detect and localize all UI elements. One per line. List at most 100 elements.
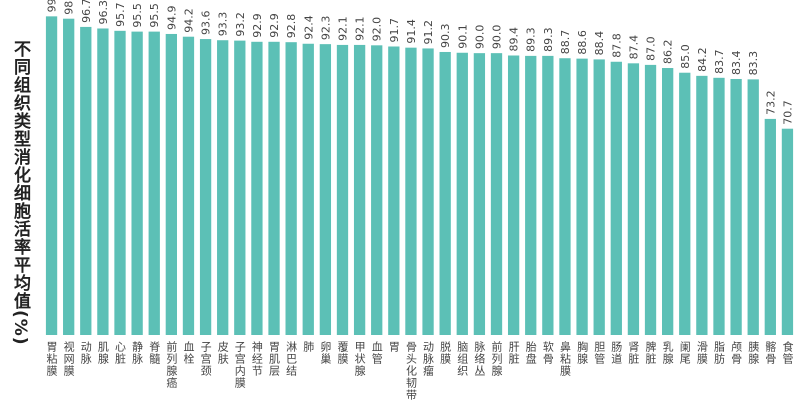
x-tick-label: 胃粘膜 (45, 341, 58, 377)
bar (473, 53, 486, 336)
x-tick-label: 动脉 (79, 341, 92, 365)
value-label: 95.7 (114, 2, 127, 26)
bar (165, 33, 177, 336)
value-label: 93.6 (200, 11, 213, 36)
bar (422, 48, 434, 335)
bar (182, 36, 195, 335)
bar (542, 55, 554, 335)
bar (696, 75, 708, 335)
bar (148, 31, 160, 336)
x-tick-label: 甲状腺 (353, 341, 366, 377)
value-label: 86.2 (662, 40, 675, 65)
x-tick-label: 前列腺癌 (165, 340, 178, 389)
x-tick-label: 肝脏 (507, 341, 520, 365)
value-label: 92.4 (302, 15, 315, 40)
value-label: 87.0 (645, 36, 658, 61)
value-label: 92.9 (268, 13, 281, 38)
value-label: 91.2 (422, 20, 435, 45)
bar (627, 63, 640, 335)
x-tick-label: 前列腺 (490, 340, 503, 377)
value-label: 94.2 (182, 8, 195, 33)
value-label: 89.3 (542, 27, 555, 52)
x-tick-label: 胸腺 (576, 340, 589, 365)
x-tick-label: 心脏 (114, 341, 127, 365)
bar (662, 68, 674, 336)
value-label: 93.3 (217, 12, 230, 37)
x-tick-label: 肌腺 (96, 341, 109, 365)
bar (268, 41, 280, 335)
bar (114, 30, 126, 336)
bar (353, 44, 366, 336)
bar (525, 55, 537, 335)
bar (610, 61, 622, 335)
x-tick-label: 肺 (302, 341, 315, 353)
x-tick-label: 胎盘 (524, 340, 537, 365)
bar (217, 40, 229, 335)
bar (439, 51, 451, 335)
bar (730, 78, 742, 336)
x-tick-label: 静脉 (131, 340, 144, 365)
bar (80, 26, 92, 335)
x-tick-label: 肾脏 (627, 341, 640, 365)
bar (131, 31, 143, 336)
bar (285, 42, 297, 336)
x-tick-label: 脊髓 (148, 340, 161, 365)
value-label: 83.3 (747, 51, 760, 76)
x-tick-label: 胰腺 (747, 340, 760, 365)
value-label: 99.4 (46, 0, 59, 12)
bar (781, 128, 794, 335)
value-label: 87.4 (627, 35, 640, 60)
value-label: 89.3 (525, 27, 538, 52)
x-tick-label: 鼻粘膜 (558, 340, 571, 377)
value-label: 90.0 (491, 25, 504, 50)
value-label: 92.3 (319, 16, 332, 41)
x-tick-label: 脉络丛 (473, 340, 486, 377)
value-label: 90.1 (456, 24, 469, 49)
x-tick-label: 视网膜 (62, 340, 75, 377)
bar (507, 55, 520, 336)
bar (234, 40, 246, 336)
value-label: 88.7 (559, 30, 572, 55)
bar (199, 39, 212, 336)
value-label: 83.7 (713, 49, 726, 74)
value-label: 88.6 (576, 30, 589, 55)
bar (45, 16, 58, 335)
x-tick-label: 颅骨 (730, 341, 743, 365)
value-label: 93.2 (234, 12, 247, 37)
x-tick-label: 覆膜 (336, 341, 349, 365)
x-tick-label: 滑膜 (695, 341, 708, 365)
x-tick-label: 胃肌层 (268, 341, 281, 377)
value-label: 92.8 (285, 14, 298, 39)
bar (371, 45, 383, 335)
bar (644, 64, 657, 335)
value-label: 85.0 (679, 44, 692, 69)
x-tick-label: 子宫颈 (199, 341, 212, 377)
bar (405, 47, 417, 335)
bar (593, 59, 605, 335)
value-label: 96.7 (80, 0, 93, 23)
value-label: 95.5 (148, 3, 161, 28)
x-tick-label: 脑组织 (456, 341, 469, 377)
x-tick-label: 卵巢 (319, 341, 332, 365)
value-label: 96.3 (97, 0, 110, 24)
value-label: 90.0 (473, 25, 486, 50)
bar (97, 28, 109, 336)
bar (764, 118, 776, 335)
value-label: 70.7 (781, 100, 794, 125)
bar (251, 41, 263, 335)
x-tick-label: 胃 (387, 341, 400, 353)
x-tick-label: 皮肤 (216, 341, 229, 365)
x-tick-label: 胆管 (593, 341, 606, 365)
value-label: 88.4 (593, 31, 606, 56)
value-label: 95.5 (131, 3, 144, 28)
x-tick-label: 脾脏 (644, 340, 657, 365)
x-tick-label: 食管 (781, 340, 794, 365)
value-label: 90.3 (439, 23, 452, 48)
bar (559, 58, 571, 336)
value-label: 83.4 (730, 50, 743, 75)
value-label: 92.1 (336, 16, 349, 41)
x-tick-label: 软骨 (541, 340, 554, 365)
x-tick-label: 血管 (370, 340, 383, 365)
x-tick-label: 脂肪 (712, 340, 725, 365)
x-tick-label: 阑尾 (678, 340, 691, 365)
